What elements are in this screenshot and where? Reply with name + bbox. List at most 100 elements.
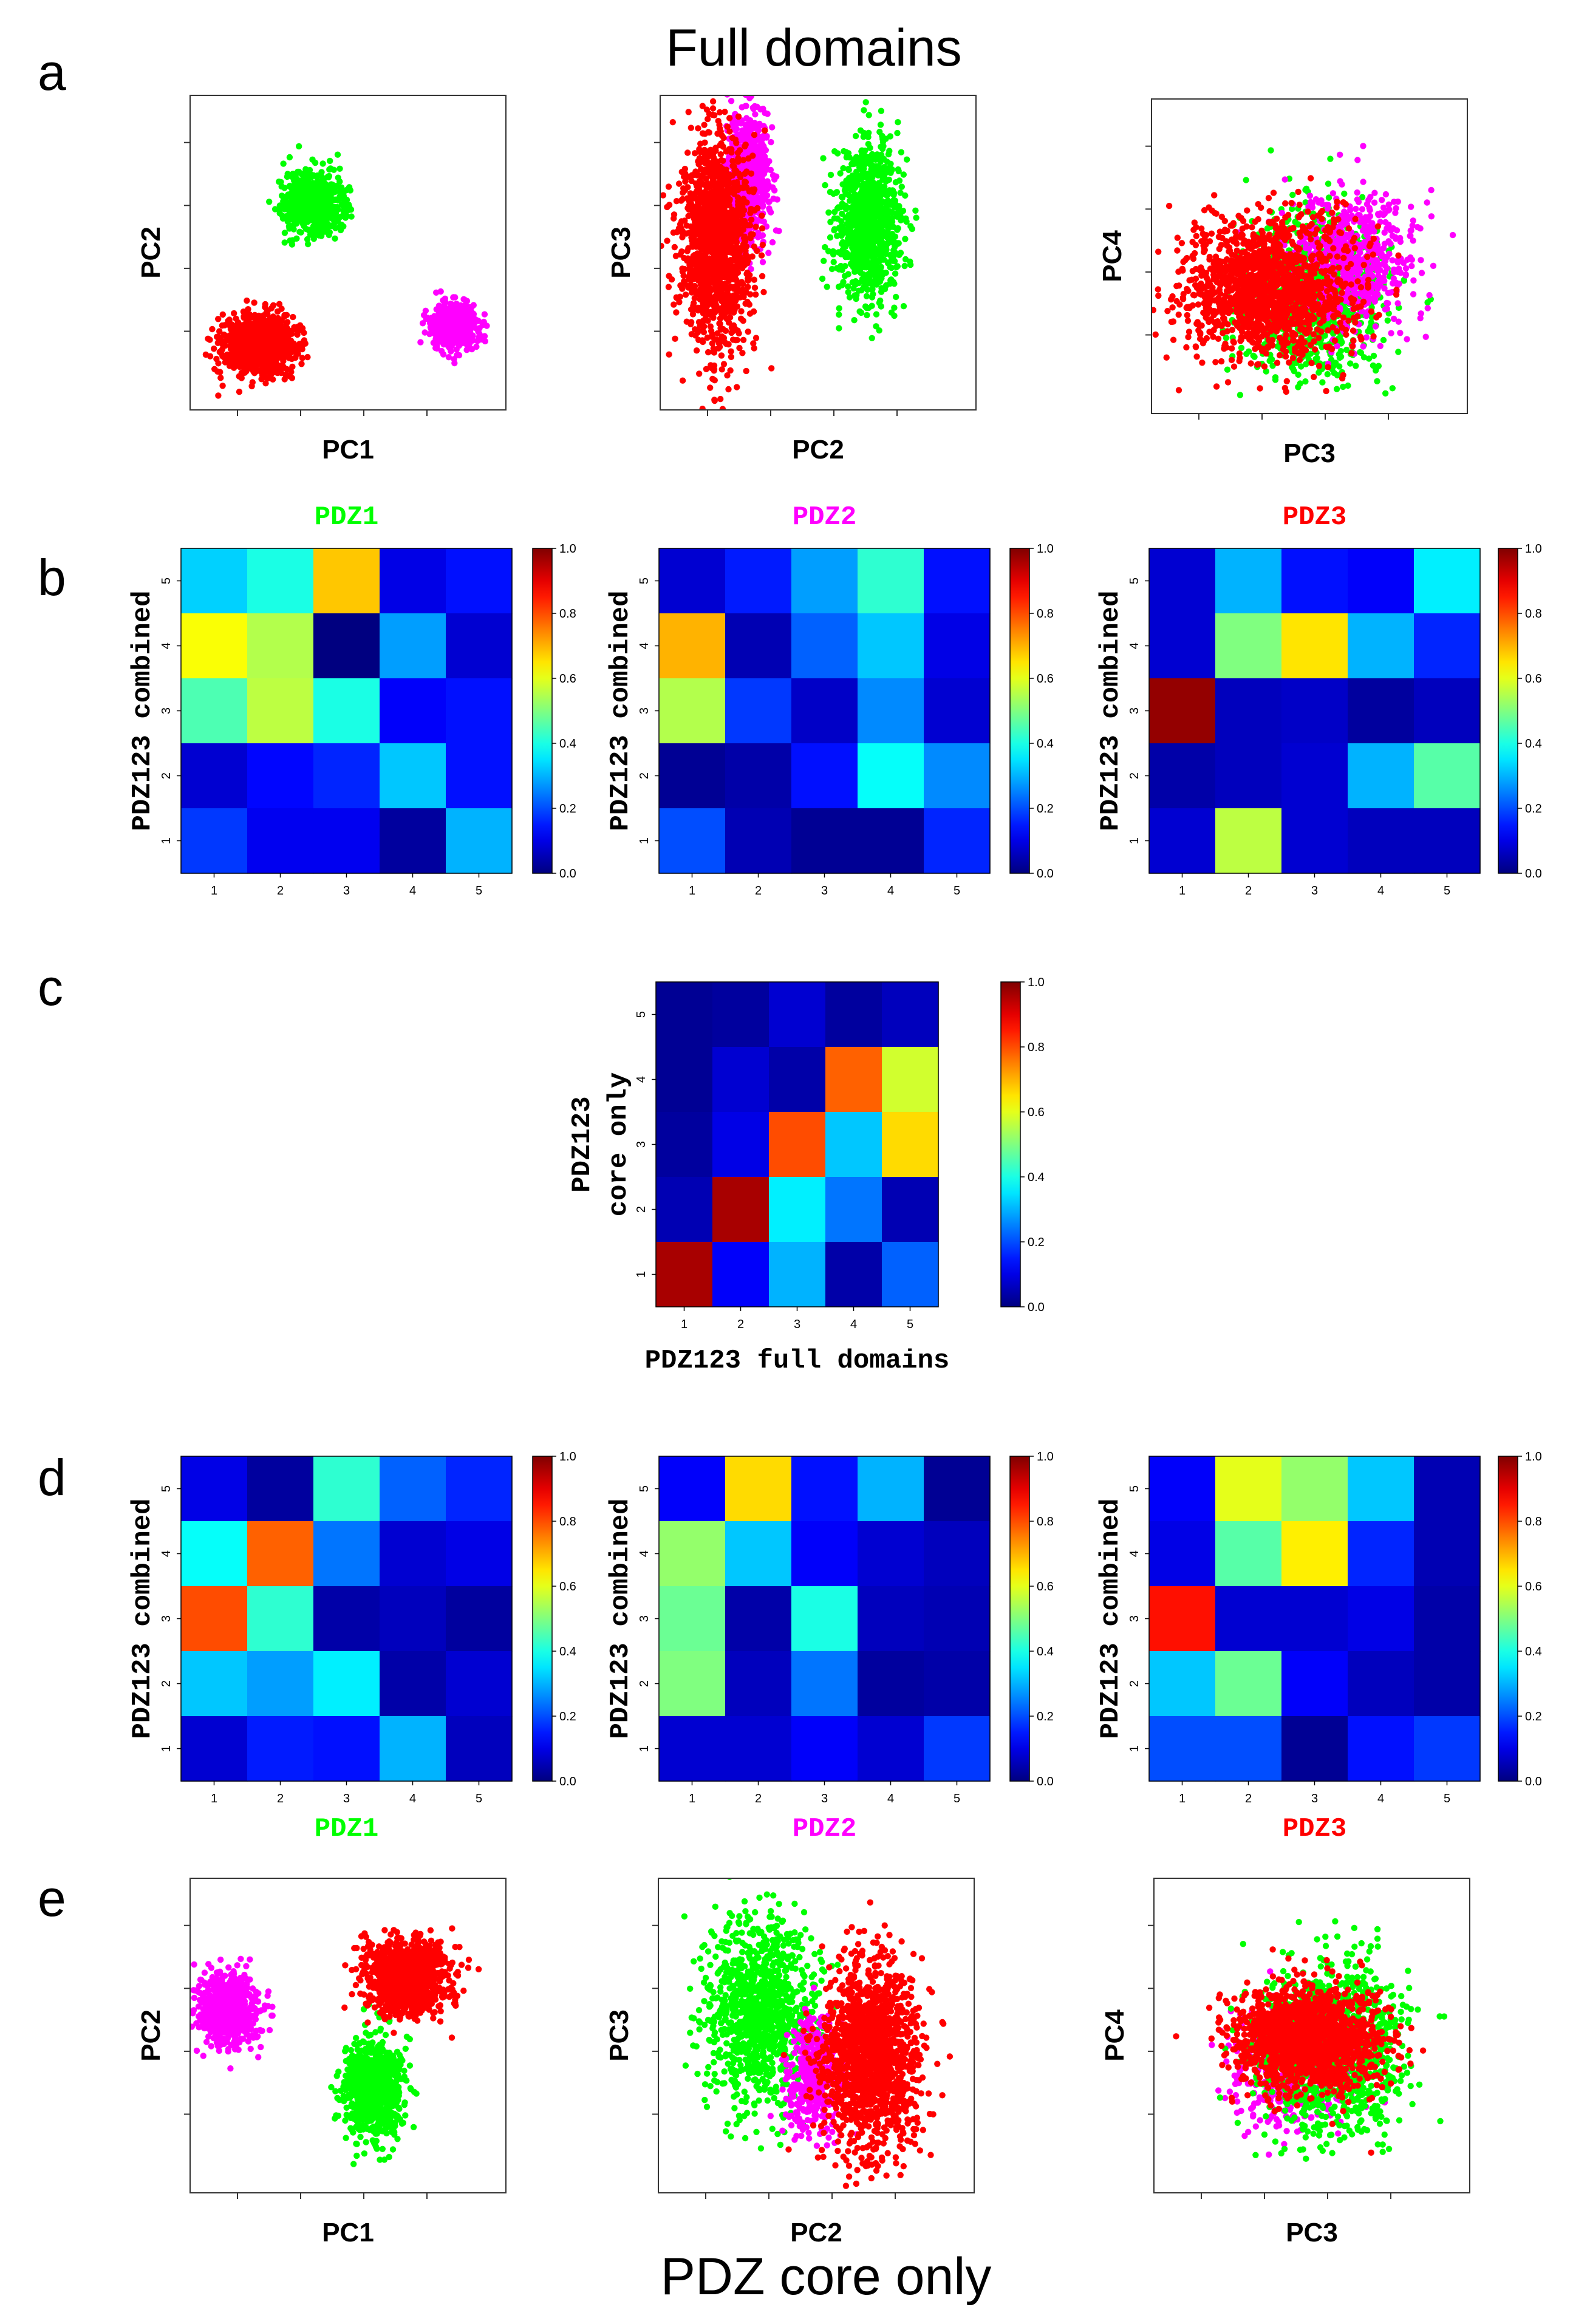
scatter-point bbox=[220, 354, 228, 361]
plot-frame bbox=[189, 95, 507, 411]
scatter-point bbox=[868, 157, 875, 163]
scatter-point bbox=[877, 297, 884, 304]
scatter-point bbox=[844, 283, 851, 290]
scatter-point bbox=[265, 330, 272, 337]
scatter-point bbox=[760, 218, 768, 225]
scatter-point bbox=[878, 285, 885, 291]
scatter-point bbox=[858, 176, 865, 183]
scatter-point bbox=[262, 301, 268, 308]
scatter-point bbox=[886, 187, 893, 194]
scatter-point bbox=[868, 81, 874, 87]
scatter-point bbox=[273, 355, 280, 362]
scatter-point bbox=[471, 319, 477, 326]
scatter-point bbox=[299, 355, 305, 361]
scatter-point bbox=[286, 373, 293, 380]
scatter-point bbox=[759, 273, 766, 279]
scatter-point bbox=[755, 230, 762, 236]
scatter-point bbox=[432, 335, 439, 342]
scatter-point bbox=[442, 327, 449, 333]
scatter-point bbox=[899, 216, 906, 222]
scatter-point bbox=[468, 346, 476, 353]
scatter-point bbox=[264, 311, 271, 318]
scatter-point bbox=[913, 214, 920, 221]
scatter-point bbox=[858, 159, 865, 166]
scatter-point bbox=[452, 294, 459, 301]
scatter-point bbox=[325, 174, 332, 181]
scatter-point bbox=[424, 315, 431, 321]
scatter-point bbox=[867, 242, 874, 249]
scatter-point bbox=[767, 209, 774, 216]
scatter-point bbox=[900, 303, 907, 310]
scatter-point bbox=[895, 240, 902, 247]
scatter-point bbox=[852, 278, 859, 285]
scatter-point bbox=[743, 367, 749, 375]
scatter-point bbox=[265, 366, 271, 372]
scatter-point bbox=[205, 335, 211, 342]
scatter-point bbox=[870, 231, 876, 238]
scatter-point bbox=[748, 206, 754, 213]
scatter-point bbox=[288, 189, 295, 196]
scatter-point bbox=[875, 269, 882, 276]
scatter-point bbox=[850, 160, 857, 168]
scatter-point bbox=[312, 228, 318, 235]
scatter-point bbox=[295, 168, 301, 175]
scatter-point bbox=[275, 350, 282, 356]
scatter-point bbox=[874, 151, 881, 158]
scatter-point bbox=[902, 192, 909, 199]
scatter-point bbox=[281, 185, 288, 191]
scatter-point bbox=[868, 302, 875, 309]
scatter-point bbox=[290, 313, 296, 321]
scatter-point bbox=[318, 216, 324, 223]
scatter-point bbox=[840, 165, 847, 172]
scatter-point bbox=[863, 261, 870, 268]
scatter-point bbox=[281, 230, 288, 236]
scatter-point bbox=[435, 302, 443, 309]
scatter-point bbox=[752, 111, 759, 118]
scatter-point bbox=[335, 174, 341, 181]
scatter-point bbox=[681, 278, 688, 285]
scatter-point bbox=[756, 195, 763, 202]
scatter-point bbox=[897, 250, 904, 256]
scatter-point bbox=[470, 302, 477, 308]
scatter-point bbox=[750, 138, 757, 145]
scatter-point bbox=[854, 80, 860, 86]
scatter-point bbox=[736, 344, 743, 352]
series-PDZ3 bbox=[660, 98, 775, 410]
scatter-point bbox=[292, 325, 299, 333]
scatter-point bbox=[688, 177, 695, 185]
scatter-point bbox=[861, 107, 867, 114]
scatter-point bbox=[276, 179, 282, 185]
scatter-point bbox=[673, 198, 680, 205]
scatter-point bbox=[441, 301, 448, 308]
scatter-point bbox=[222, 359, 228, 366]
panel-letter-b: b bbox=[38, 549, 66, 606]
scatter-point bbox=[281, 194, 288, 200]
scatter-point bbox=[751, 345, 757, 352]
scatter-point bbox=[765, 250, 772, 256]
scatter-point bbox=[231, 310, 237, 317]
scatter-point bbox=[870, 171, 878, 177]
scatter-point bbox=[770, 196, 777, 202]
scatter-point bbox=[891, 312, 898, 319]
scatter-point bbox=[244, 321, 251, 328]
scatter-point bbox=[877, 218, 884, 225]
scatter-point bbox=[705, 318, 711, 324]
scatter-point bbox=[882, 270, 889, 276]
scatter-point bbox=[752, 335, 760, 341]
scatter-point bbox=[853, 228, 859, 235]
scatter-point bbox=[892, 270, 899, 277]
scatter-point bbox=[880, 155, 887, 162]
scatter-point bbox=[909, 225, 916, 233]
scatter-point bbox=[434, 345, 440, 352]
scatter-point bbox=[745, 134, 752, 141]
x-axis-label: PC1 bbox=[322, 435, 374, 465]
scatter-point bbox=[225, 321, 231, 328]
scatter-point bbox=[685, 109, 692, 115]
scatter-point bbox=[476, 325, 483, 332]
scatter-point bbox=[456, 342, 462, 349]
scatter-point bbox=[281, 239, 288, 246]
scatter-point bbox=[769, 239, 776, 246]
scatter-point bbox=[838, 229, 845, 236]
